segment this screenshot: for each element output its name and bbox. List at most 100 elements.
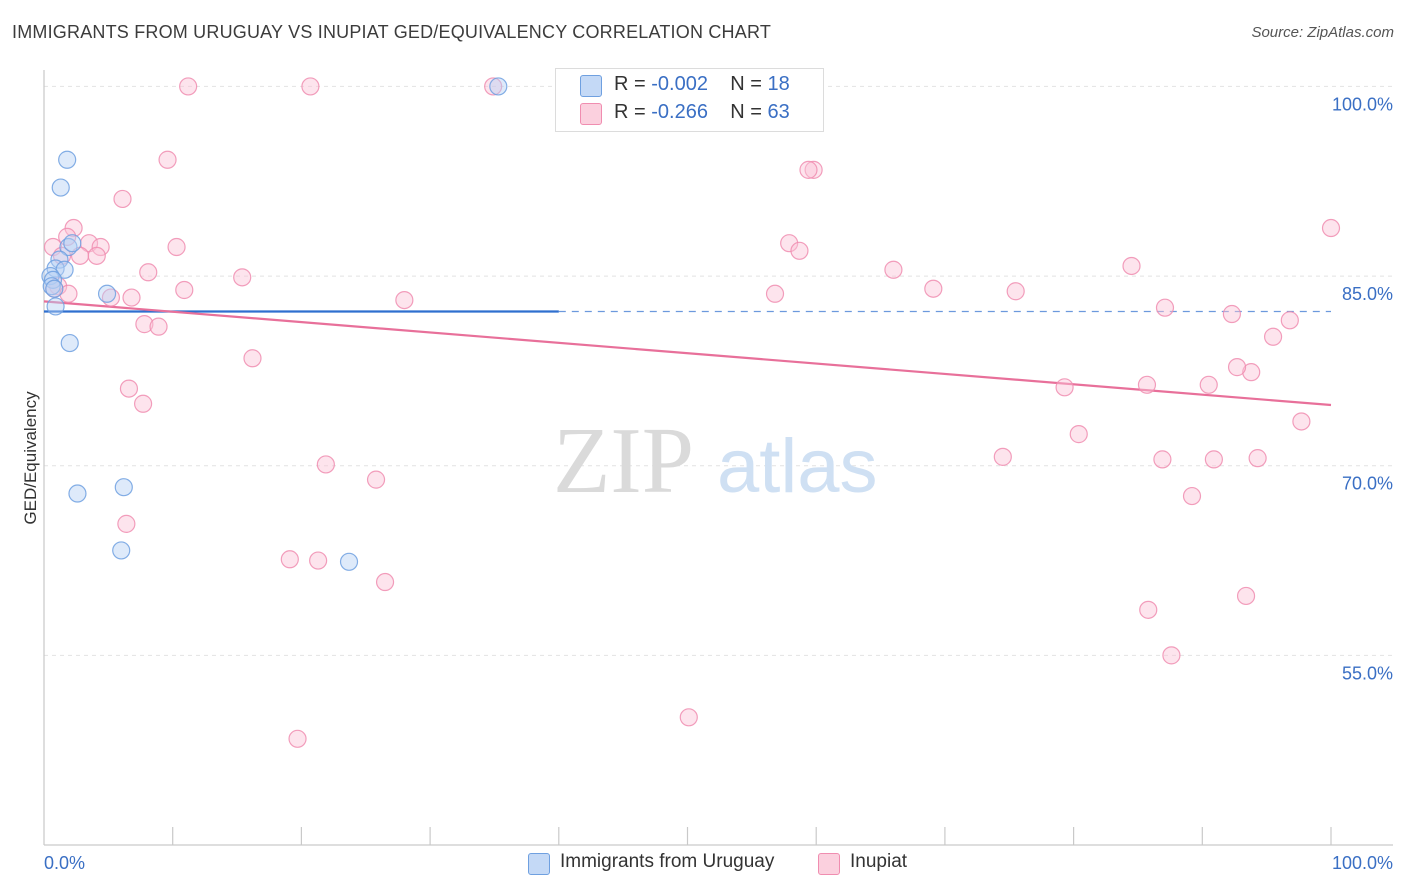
inupiat-point-19 — [884, 260, 903, 279]
uruguay-point-12 — [46, 297, 65, 316]
inupiat-point-50 — [1204, 450, 1223, 469]
uruguay-point-14 — [114, 478, 133, 497]
inupiat-point-17 — [139, 263, 158, 282]
inupiat-point-55 — [117, 514, 136, 533]
trend-lines — [43, 300, 1332, 407]
inupiat-point-57 — [309, 551, 328, 570]
bottom-legend-swatch-uruguay — [528, 853, 550, 875]
uruguay-point-13 — [60, 333, 79, 353]
legend-n-label: N = — [730, 101, 762, 123]
uruguay-point-10 — [45, 279, 64, 298]
inupiat-point-43 — [1137, 375, 1157, 394]
y-tick-label-3: 100.0% — [1332, 94, 1393, 114]
chart-title: IMMIGRANTS FROM URUGUAY VS INUPIAT GED/E… — [12, 22, 772, 42]
inupiat-point-25 — [122, 288, 141, 307]
x-ticks — [172, 827, 1332, 845]
inupiat-point-35 — [149, 317, 168, 336]
inupiat-point-30 — [395, 290, 414, 310]
legend-r-value-inupiat: -0.266 — [651, 101, 708, 123]
trend-line-inupiat — [43, 300, 1332, 407]
inupiat-point-12 — [167, 237, 186, 257]
uruguay-point-17 — [339, 552, 359, 571]
uruguay-point-3 — [63, 234, 82, 253]
source-label: Source: ZipAtlas.com — [1251, 24, 1394, 41]
legend-r-value-uruguay: -0.002 — [651, 73, 708, 95]
inupiat-point-24 — [59, 284, 78, 303]
inupiat-point-61 — [1162, 646, 1181, 665]
inupiat-point-29 — [1006, 282, 1025, 301]
inupiat-point-42 — [1055, 378, 1074, 397]
inupiat-point-56 — [280, 550, 299, 569]
inupiat-point-3 — [158, 150, 177, 169]
inupiat-point-52 — [316, 455, 335, 474]
inupiat-point-18 — [233, 268, 252, 287]
inupiat-point-27 — [1122, 256, 1141, 276]
inupiat-point-2 — [484, 77, 503, 96]
uruguay-point-18 — [489, 77, 508, 96]
inupiat-point-28 — [765, 284, 785, 303]
y-tick-label-2: 85.0% — [1342, 284, 1393, 304]
inupiat-point-37 — [243, 349, 262, 368]
inupiat-point-41 — [133, 394, 153, 413]
inupiat-point-51 — [1248, 449, 1267, 468]
legend-n-label: N = — [730, 73, 762, 95]
watermark-atlas: atlas — [717, 424, 878, 509]
uruguay-point-15 — [68, 484, 87, 503]
x-tick-label-max: 100.0% — [1332, 853, 1393, 873]
inupiat-point-23 — [924, 279, 943, 298]
inupiat-point-34 — [135, 315, 154, 334]
legend-n-value-uruguay: 18 — [767, 73, 790, 95]
inupiat-point-53 — [366, 470, 386, 489]
inupiat-point-38 — [1242, 363, 1261, 382]
inupiat-point-36 — [1263, 327, 1283, 346]
inupiat-point-60 — [1139, 600, 1158, 619]
inupiat-point-31 — [1155, 298, 1175, 317]
inupiat-point-4 — [804, 160, 823, 179]
uruguay-point-16 — [112, 541, 131, 560]
inupiat-point-48 — [993, 447, 1012, 466]
uruguay-point-0 — [58, 150, 77, 169]
y-axis-label: GED/Equivalency — [21, 391, 40, 525]
inupiat-point-39 — [1227, 358, 1247, 377]
inupiat-point-0 — [179, 77, 198, 96]
inupiat-point-62 — [679, 708, 698, 727]
y-tick-label-0: 55.0% — [1342, 663, 1393, 683]
uruguay-points — [41, 77, 508, 571]
inupiat-points — [43, 77, 1341, 748]
inupiat-point-14 — [790, 241, 809, 260]
inupiat-point-22 — [175, 280, 194, 300]
y-tick-labels: 55.0% 70.0% 85.0% 100.0% — [1332, 94, 1393, 683]
inupiat-point-49 — [1153, 450, 1172, 469]
inupiat-point-11 — [91, 237, 110, 257]
inupiat-point-32 — [1222, 304, 1242, 324]
watermark: ZIP atlas — [553, 409, 878, 513]
inupiat-point-44 — [1199, 375, 1218, 394]
inupiat-point-63 — [288, 729, 307, 748]
y-tick-label-1: 70.0% — [1342, 474, 1393, 494]
inupiat-point-1 — [301, 77, 320, 96]
grid — [44, 85, 1393, 656]
inupiat-point-13 — [780, 234, 799, 253]
legend-swatch-inupiat — [580, 103, 602, 125]
axes — [43, 70, 1393, 846]
watermark-zip: ZIP — [553, 409, 694, 513]
uruguay-point-1 — [51, 178, 70, 197]
x-tick-label-min: 0.0% — [44, 853, 85, 873]
correlation-legend: R = -0.002 N = 18 R = -0.266 N = 63 — [555, 68, 824, 132]
inupiat-point-16 — [87, 246, 106, 265]
inupiat-point-45 — [1292, 412, 1311, 431]
inupiat-point-58 — [375, 572, 395, 592]
inupiat-point-40 — [119, 379, 139, 398]
bottom-legend-label-inupiat: Inupiat — [850, 851, 908, 872]
uruguay-point-4 — [50, 250, 69, 269]
bottom-legend-swatch-inupiat — [818, 853, 840, 875]
uruguay-point-11 — [97, 284, 117, 303]
inupiat-point-54 — [1182, 486, 1202, 506]
uruguay-point-9 — [42, 277, 61, 296]
inupiat-point-59 — [1236, 586, 1256, 606]
inupiat-point-33 — [1280, 311, 1299, 330]
inupiat-point-47 — [799, 160, 818, 179]
inupiat-point-46 — [1069, 425, 1088, 444]
inupiat-point-65 — [1321, 218, 1341, 238]
